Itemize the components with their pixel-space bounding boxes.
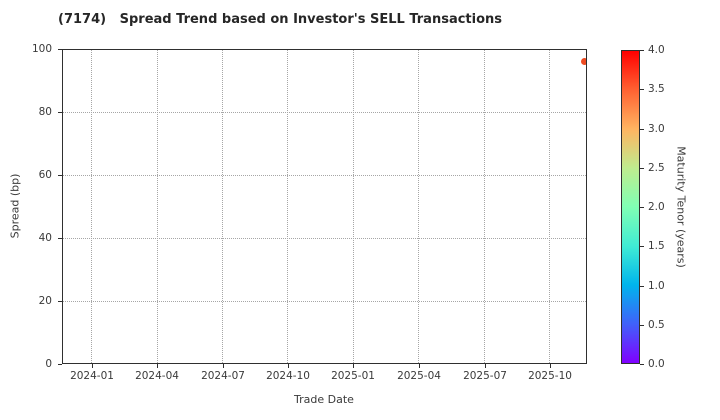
- colorbar-tick-label: 2.0: [648, 201, 665, 213]
- colorbar-tick-label: 3.5: [648, 83, 665, 95]
- gridline-horizontal: [63, 301, 586, 302]
- y-tick-label: 20: [38, 295, 52, 307]
- gridline-horizontal: [63, 112, 586, 113]
- y-tick-label: 80: [38, 106, 52, 118]
- plot-area: [62, 49, 587, 364]
- x-tick-mark: [353, 364, 354, 368]
- colorbar-tick-label: 0.5: [648, 319, 665, 331]
- x-tick-label: 2025-01: [331, 370, 375, 382]
- x-tick-mark: [419, 364, 420, 368]
- gridline-horizontal: [63, 238, 586, 239]
- gridline-vertical: [353, 50, 354, 363]
- x-tick-mark: [223, 364, 224, 368]
- colorbar-tick-mark: [640, 50, 644, 51]
- x-tick-mark: [157, 364, 158, 368]
- y-axis-label: Spread (bp): [8, 173, 22, 239]
- gridline-vertical: [418, 50, 419, 363]
- y-tick-label: 60: [38, 169, 52, 181]
- colorbar: [621, 50, 640, 364]
- colorbar-tick-label: 1.0: [648, 280, 665, 292]
- gridline-vertical: [484, 50, 485, 363]
- y-tick-mark: [58, 364, 62, 365]
- x-tick-mark: [550, 364, 551, 368]
- y-tick-mark: [58, 301, 62, 302]
- gridline-vertical: [549, 50, 550, 363]
- x-tick-label: 2024-07: [201, 370, 245, 382]
- scatter-point: [581, 58, 586, 65]
- colorbar-tick-label: 2.5: [648, 162, 665, 174]
- x-tick-label: 2025-04: [397, 370, 441, 382]
- colorbar-tick-mark: [640, 129, 644, 130]
- y-tick-mark: [58, 238, 62, 239]
- colorbar-tick-mark: [640, 207, 644, 208]
- x-axis-label: Trade Date: [294, 393, 354, 406]
- y-tick-label: 0: [45, 358, 52, 370]
- colorbar-tick-label: 0.0: [648, 358, 665, 370]
- x-tick-mark: [485, 364, 486, 368]
- colorbar-tick-mark: [640, 325, 644, 326]
- x-tick-mark: [288, 364, 289, 368]
- gridline-vertical: [157, 50, 158, 363]
- x-tick-label: 2024-01: [70, 370, 114, 382]
- y-tick-label: 100: [31, 43, 52, 55]
- colorbar-tick-mark: [640, 286, 644, 287]
- colorbar-tick-mark: [640, 246, 644, 247]
- y-tick-mark: [58, 175, 62, 176]
- gridline-vertical: [222, 50, 223, 363]
- x-tick-label: 2025-10: [528, 370, 572, 382]
- colorbar-tick-mark: [640, 168, 644, 169]
- chart-title: (7174) Spread Trend based on Investor's …: [58, 12, 503, 27]
- colorbar-tick-label: 3.0: [648, 123, 665, 135]
- y-tick-label: 40: [38, 232, 52, 244]
- x-tick-mark: [92, 364, 93, 368]
- colorbar-tick-mark: [640, 89, 644, 90]
- x-tick-label: 2025-07: [463, 370, 507, 382]
- x-tick-label: 2024-10: [266, 370, 310, 382]
- gridline-vertical: [91, 50, 92, 363]
- gridline-vertical: [287, 50, 288, 363]
- colorbar-axis-label: Maturity Tenor (years): [674, 146, 688, 268]
- y-tick-mark: [58, 112, 62, 113]
- colorbar-tick-label: 4.0: [648, 44, 665, 56]
- x-tick-label: 2024-04: [135, 370, 179, 382]
- colorbar-tick-label: 1.5: [648, 240, 665, 252]
- colorbar-tick-mark: [640, 364, 644, 365]
- gridline-horizontal: [63, 175, 586, 176]
- y-tick-mark: [58, 49, 62, 50]
